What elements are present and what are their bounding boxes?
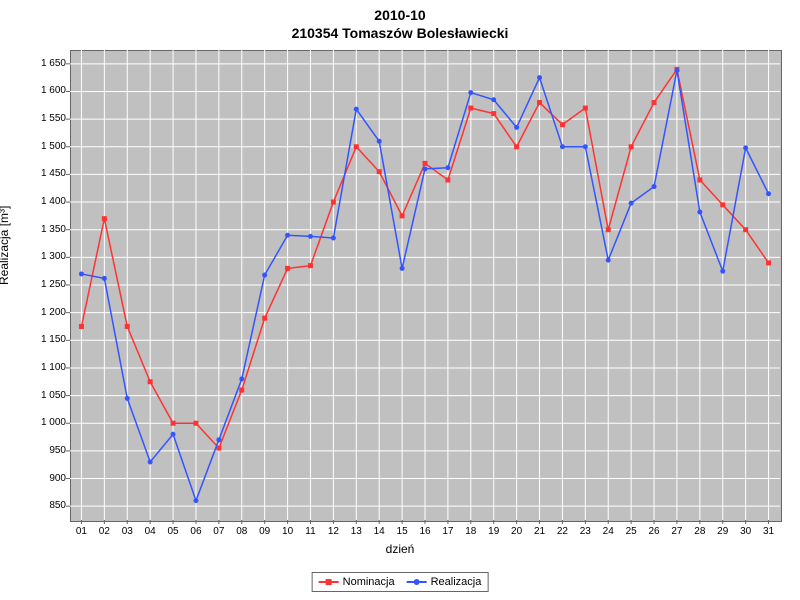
y-tick-label: 900 <box>26 473 66 484</box>
x-tick-label: 21 <box>534 526 545 537</box>
x-tick-label: 02 <box>99 526 110 537</box>
y-tick-label: 1 200 <box>26 307 66 318</box>
x-tick-label: 25 <box>626 526 637 537</box>
y-tick-label: 1 600 <box>26 85 66 96</box>
y-tick-label: 1 400 <box>26 196 66 207</box>
x-tick-label: 31 <box>763 526 774 537</box>
y-tick-label: 1 350 <box>26 224 66 235</box>
x-tick-label: 03 <box>122 526 133 537</box>
y-tick-label: 1 050 <box>26 390 66 401</box>
x-tick-label: 24 <box>603 526 614 537</box>
x-tick-label: 06 <box>190 526 201 537</box>
x-tick-label: 30 <box>740 526 751 537</box>
y-tick-label: 850 <box>26 500 66 511</box>
y-tick-label: 1 650 <box>26 58 66 69</box>
x-axis-label: dzień <box>0 542 800 556</box>
legend-label: Realizacja <box>431 576 482 588</box>
chart-svg <box>0 0 800 600</box>
x-tick-label: 17 <box>442 526 453 537</box>
x-tick-label: 05 <box>168 526 179 537</box>
y-tick-label: 1 300 <box>26 251 66 262</box>
x-tick-label: 20 <box>511 526 522 537</box>
x-tick-label: 23 <box>580 526 591 537</box>
x-tick-label: 01 <box>76 526 87 537</box>
x-tick-label: 16 <box>419 526 430 537</box>
chart-container: 2010-10 210354 Tomaszów Bolesławiecki Re… <box>0 0 800 600</box>
x-tick-label: 11 <box>305 526 315 537</box>
y-tick-label: 1 150 <box>26 334 66 345</box>
x-tick-label: 08 <box>236 526 247 537</box>
y-tick-label: 1 500 <box>26 141 66 152</box>
x-tick-label: 19 <box>488 526 499 537</box>
y-tick-label: 1 550 <box>26 113 66 124</box>
x-tick-label: 13 <box>351 526 362 537</box>
x-tick-label: 26 <box>648 526 659 537</box>
x-tick-label: 29 <box>717 526 728 537</box>
y-axis-label: Realizacja [m³] <box>0 206 11 285</box>
x-tick-label: 04 <box>145 526 156 537</box>
y-tick-label: 1 100 <box>26 362 66 373</box>
y-tick-label: 1 450 <box>26 168 66 179</box>
y-tick-label: 1 250 <box>26 279 66 290</box>
x-tick-label: 22 <box>557 526 568 537</box>
x-tick-label: 28 <box>694 526 705 537</box>
legend-swatch <box>319 581 339 583</box>
x-tick-label: 07 <box>213 526 224 537</box>
x-tick-label: 09 <box>259 526 270 537</box>
x-tick-label: 10 <box>282 526 293 537</box>
x-tick-label: 18 <box>465 526 476 537</box>
legend-label: Nominacja <box>343 576 395 588</box>
legend-item: Nominacja <box>319 576 395 588</box>
x-tick-label: 27 <box>671 526 682 537</box>
y-tick-label: 950 <box>26 445 66 456</box>
legend: Nominacja Realizacja <box>312 572 489 592</box>
legend-swatch <box>407 581 427 583</box>
legend-item: Realizacja <box>407 576 482 588</box>
x-tick-label: 12 <box>328 526 339 537</box>
y-tick-label: 1 000 <box>26 417 66 428</box>
x-tick-label: 15 <box>397 526 408 537</box>
x-tick-label: 14 <box>374 526 385 537</box>
